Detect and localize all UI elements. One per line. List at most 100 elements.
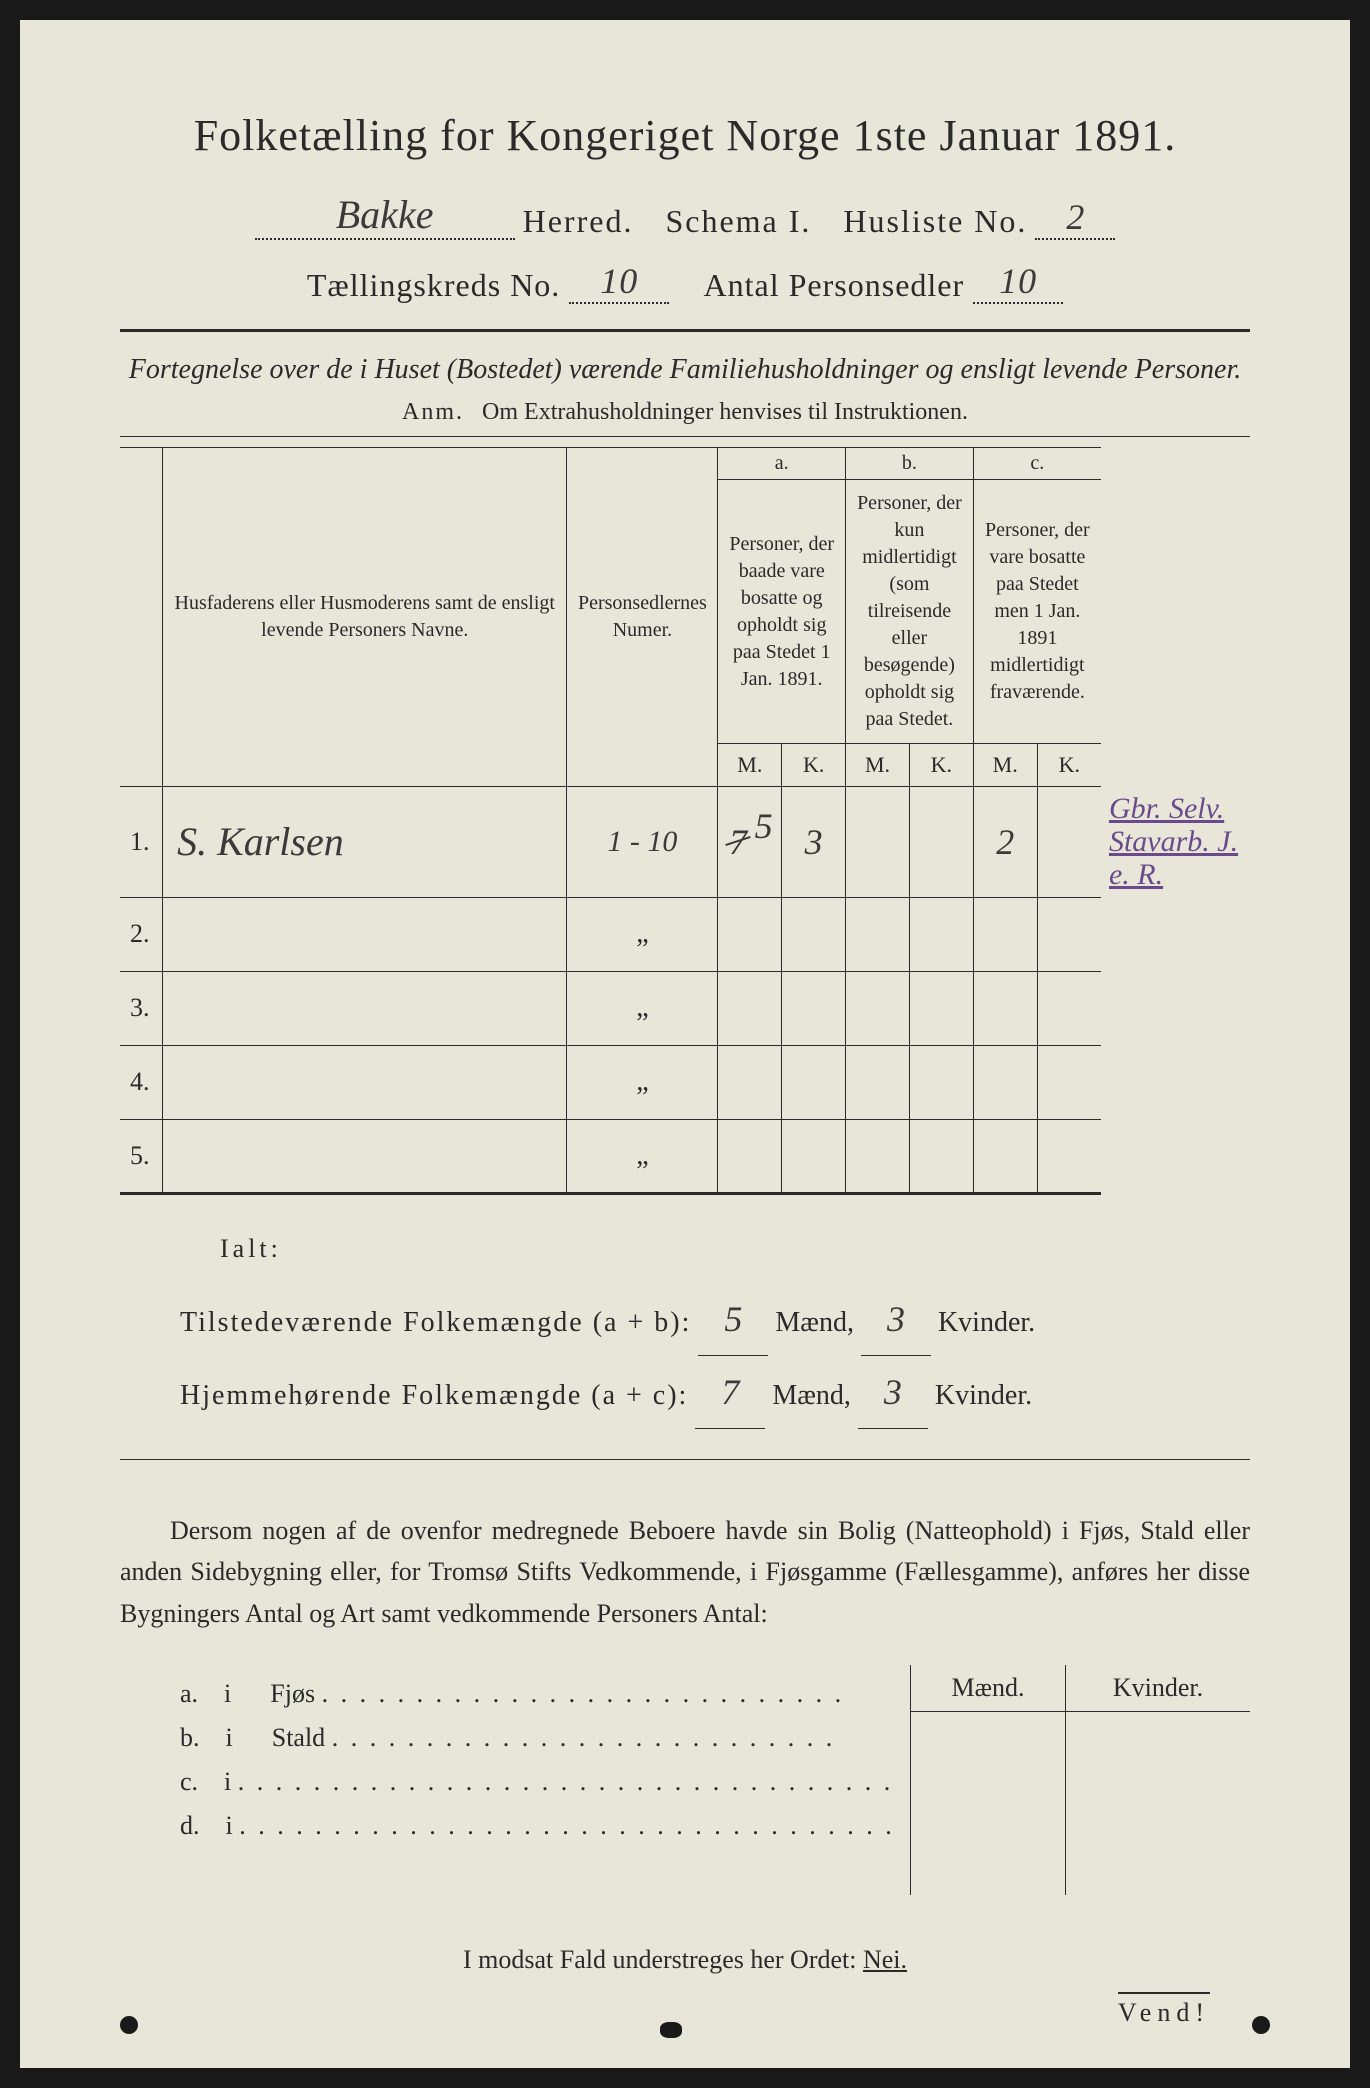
present-m: 5	[724, 1299, 742, 1339]
mk-header: M.	[718, 744, 782, 787]
row-cell	[782, 897, 846, 971]
row-cell	[782, 971, 846, 1045]
dots: . . . . . . . . . . . . . . . . . . . . …	[239, 1811, 895, 1840]
row-c-k	[1037, 786, 1101, 897]
row-cell	[718, 1045, 782, 1119]
col-a-label: a.	[718, 448, 846, 480]
row-c-m: 2	[973, 786, 1037, 897]
count-cell	[911, 1711, 1066, 1757]
mk-header: K.	[909, 744, 973, 787]
row-name	[163, 897, 567, 971]
col-blank	[120, 448, 163, 787]
schema-label: Schema I.	[665, 203, 811, 239]
outbuilding-block: a. i Fjøs . . . . . . . . . . . . . . . …	[120, 1665, 1250, 1896]
row-cell: „	[567, 897, 718, 971]
col-nummer-header: Personsedlernes Numer.	[567, 448, 718, 787]
row-cell	[1037, 971, 1101, 1045]
col-a-header: Personer, der baade vare bosatte og opho…	[718, 480, 846, 744]
row-cell	[909, 1119, 973, 1193]
table-row: 4. „	[120, 1045, 1250, 1119]
herred-label: Herred.	[523, 203, 634, 239]
divider	[120, 436, 1250, 437]
count-cell	[911, 1803, 1066, 1849]
row-cell: „	[567, 1045, 718, 1119]
row-name	[163, 1045, 567, 1119]
outbuilding-row: d. i . . . . . . . . . . . . . . . . . .…	[180, 1811, 910, 1841]
row-cell: „	[567, 971, 718, 1045]
row-num: 4.	[120, 1045, 163, 1119]
count-cell	[1066, 1849, 1250, 1895]
row-b-m	[846, 786, 910, 897]
ialt-label: Ialt:	[180, 1223, 1250, 1275]
husliste-label: Husliste No.	[843, 203, 1027, 239]
row-margin-note: Gbr. Selv. Stavarb. J. e. R.	[1101, 786, 1250, 897]
husliste-value: 2	[1066, 197, 1084, 237]
binding-hole-icon	[120, 2016, 138, 2034]
anm-text: Om Extrahusholdninger henvises til Instr…	[482, 399, 968, 425]
header-line-kreds: Tællingskreds No. 10 Antal Personsedler …	[120, 260, 1250, 304]
row-cell	[846, 971, 910, 1045]
row-cell	[1037, 1119, 1101, 1193]
row-cell	[909, 1045, 973, 1119]
row-personsedler: 1 - 10	[567, 786, 718, 897]
row-cell	[1037, 897, 1101, 971]
row-name	[163, 1119, 567, 1193]
table-row: 1. S. Karlsen 1 - 10 7 5 3 2 Gbr. Selv. …	[120, 786, 1250, 897]
outbuilding-counts-table: Mænd. Kvinder.	[910, 1665, 1250, 1896]
anm-line: Anm. Om Extrahusholdninger henvises til …	[120, 399, 1250, 426]
row-cell	[1037, 1045, 1101, 1119]
outbuilding-paragraph: Dersom nogen af de ovenfor medregnede Be…	[120, 1510, 1250, 1635]
present-k: 3	[887, 1299, 905, 1339]
row-cell	[782, 1119, 846, 1193]
kreds-label: Tællingskreds No.	[307, 267, 560, 303]
row-cell	[718, 897, 782, 971]
count-cell	[1066, 1711, 1250, 1757]
mk-header: M.	[973, 744, 1037, 787]
row-cell	[846, 1045, 910, 1119]
kreds-value: 10	[600, 261, 638, 301]
row-num: 3.	[120, 971, 163, 1045]
vend-label: Vend!	[1118, 1992, 1210, 2028]
row-cell	[973, 897, 1037, 971]
row-num: 1.	[120, 786, 163, 897]
col-names-header: Husfaderens eller Husmoderens samt de en…	[163, 448, 567, 787]
row-cell	[782, 1045, 846, 1119]
row-a-k: 3	[782, 786, 846, 897]
row-cell	[718, 1119, 782, 1193]
resident-k: 3	[884, 1372, 902, 1412]
table-row: 3. „	[120, 971, 1250, 1045]
dots: . . . . . . . . . . . . . . . . . . . . …	[322, 1679, 845, 1708]
row-num: 5.	[120, 1119, 163, 1193]
nei-line: I modsat Fald understreges her Ordet: Ne…	[120, 1945, 1250, 1975]
row-cell	[973, 1119, 1037, 1193]
row-num: 2.	[120, 897, 163, 971]
totals-line-present: Tilstedeværende Folkemængde (a + b): 5 M…	[180, 1283, 1250, 1356]
col-maend: Mænd.	[911, 1665, 1066, 1712]
row-cell: „	[567, 1119, 718, 1193]
count-cell	[911, 1849, 1066, 1895]
outbuilding-row: a. i Fjøs . . . . . . . . . . . . . . . …	[180, 1679, 910, 1709]
subtitle: Fortegnelse over de i Huset (Bostedet) v…	[120, 350, 1250, 389]
dots: . . . . . . . . . . . . . . . . . . . . …	[238, 1767, 894, 1796]
header-line-herred: Bakke Herred. Schema I. Husliste No. 2	[120, 191, 1250, 240]
row-cell	[973, 1045, 1037, 1119]
antal-label: Antal Personsedler	[704, 267, 965, 303]
mk-header: M.	[846, 744, 910, 787]
mk-header: K.	[782, 744, 846, 787]
household-table: Husfaderens eller Husmoderens samt de en…	[120, 447, 1250, 1195]
page-title: Folketælling for Kongeriget Norge 1ste J…	[120, 110, 1250, 161]
binding-hole-icon	[660, 2022, 682, 2038]
divider	[120, 1459, 1250, 1460]
table-row: 2. „	[120, 897, 1250, 971]
dots: . . . . . . . . . . . . . . . . . . . . …	[332, 1723, 836, 1752]
binding-hole-icon	[1252, 2016, 1270, 2034]
count-cell	[911, 1757, 1066, 1803]
count-cell	[1066, 1757, 1250, 1803]
resident-m: 7	[721, 1372, 739, 1412]
row-cell	[846, 897, 910, 971]
outbuilding-row: c. i . . . . . . . . . . . . . . . . . .…	[180, 1767, 910, 1797]
col-kvinder: Kvinder.	[1066, 1665, 1250, 1712]
col-c-header: Personer, der vare bosatte paa Stedet me…	[973, 480, 1101, 744]
herred-value: Bakke	[336, 192, 434, 237]
row-name: S. Karlsen	[163, 786, 567, 897]
